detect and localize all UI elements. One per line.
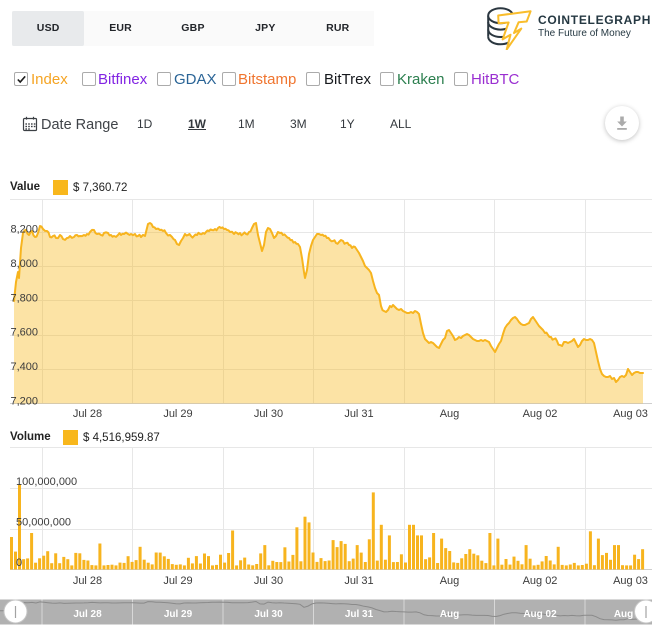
- svg-text:50,000,000: 50,000,000: [16, 517, 71, 529]
- svg-text:Jul 28: Jul 28: [73, 609, 102, 620]
- svg-text:Jul 31: Jul 31: [344, 408, 373, 420]
- svg-text:Aug 03: Aug 03: [614, 609, 648, 620]
- svg-text:Jul 30: Jul 30: [254, 609, 283, 620]
- svg-text:Jul 29: Jul 29: [163, 575, 192, 587]
- svg-text:Aug: Aug: [440, 609, 459, 620]
- svg-text:Jul 30: Jul 30: [254, 408, 283, 420]
- svg-text:7,200: 7,200: [10, 396, 38, 408]
- svg-text:Jul 30: Jul 30: [254, 575, 283, 587]
- svg-text:Aug 02: Aug 02: [523, 609, 557, 620]
- svg-text:Jul 29: Jul 29: [163, 408, 192, 420]
- svg-text:Aug 02: Aug 02: [523, 575, 558, 587]
- svg-text:8,200: 8,200: [10, 224, 38, 236]
- svg-text:Jul 31: Jul 31: [344, 575, 373, 587]
- svg-text:Aug 03: Aug 03: [613, 575, 648, 587]
- svg-text:7,800: 7,800: [10, 292, 38, 304]
- svg-text:Aug 03: Aug 03: [613, 408, 648, 420]
- svg-text:7,600: 7,600: [10, 327, 38, 339]
- svg-text:Aug: Aug: [440, 575, 460, 587]
- svg-text:Jul 28: Jul 28: [73, 575, 102, 587]
- svg-text:Jul 29: Jul 29: [164, 609, 193, 620]
- svg-text:Jul 31: Jul 31: [345, 609, 374, 620]
- svg-text:Aug 02: Aug 02: [523, 408, 558, 420]
- svg-text:8,000: 8,000: [10, 258, 38, 270]
- svg-text:Jul 28: Jul 28: [73, 408, 102, 420]
- svg-text:100,000,000: 100,000,000: [16, 476, 77, 488]
- svg-text:Aug: Aug: [440, 408, 460, 420]
- svg-text:0: 0: [16, 557, 22, 569]
- svg-text:7,400: 7,400: [10, 361, 38, 373]
